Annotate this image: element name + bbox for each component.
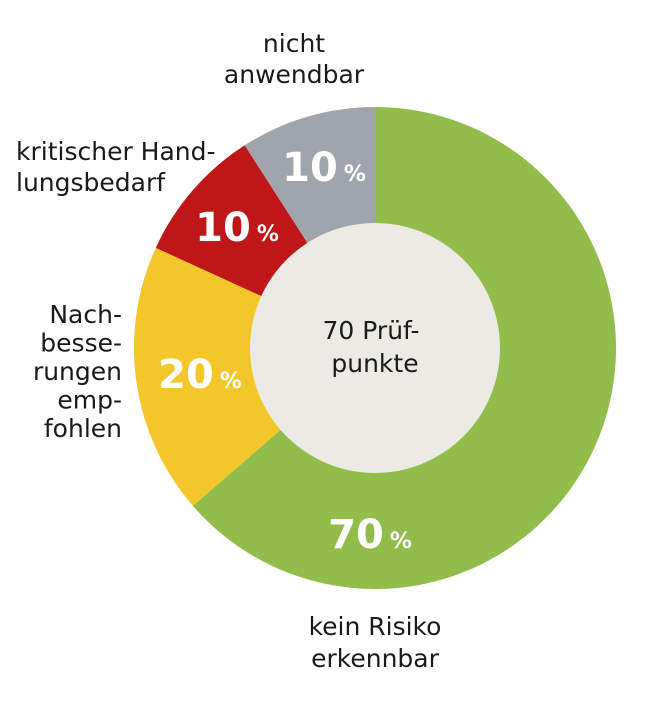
category-label-line: emp- xyxy=(57,386,122,415)
center-label-line: punkte xyxy=(331,349,418,378)
category-label-line: besse- xyxy=(40,329,122,358)
center-label: 70 Prüf- punkte xyxy=(323,316,428,378)
percent-label: 10% xyxy=(195,205,279,251)
percent-label: 70% xyxy=(328,512,412,558)
category-label: kritischer Hand-lungsbedarf xyxy=(16,137,216,197)
percent-value: 10 xyxy=(195,205,251,251)
percent-value: 70 xyxy=(328,512,384,558)
category-label: Nach-besse-rungen emp-fohlen xyxy=(33,300,122,443)
category-label-line: Nach- xyxy=(49,300,122,329)
category-label-line: kritischer Hand- xyxy=(16,137,216,166)
center-circle xyxy=(250,223,500,473)
percent-label: 20% xyxy=(158,352,242,398)
percent-value: 10 xyxy=(282,145,338,191)
category-label: kein Risiko erkennbar xyxy=(309,612,442,673)
percent-labels: 70 %20 %10 %10% xyxy=(158,145,412,558)
percent-sign: % xyxy=(257,222,279,247)
category-label-line: anwendbar xyxy=(224,60,365,89)
percent-value: 20 xyxy=(158,352,214,398)
percent-sign: % xyxy=(220,369,242,394)
category-labels: kein Risiko erkennbar Nach-besse-rungen emp… xyxy=(16,29,441,673)
category-label-line: fohlen xyxy=(44,414,122,443)
category-label-line: erkennbar xyxy=(311,644,440,673)
percent-label: 10% xyxy=(282,145,366,191)
category-label-line: lungsbedarf xyxy=(16,168,166,197)
category-label-line: rungen xyxy=(33,357,122,386)
category-label-line: nicht xyxy=(263,29,325,58)
category-label-line: kein Risiko xyxy=(309,612,442,641)
percent-sign: % xyxy=(344,162,366,187)
center-label-line: 70 Prüf- xyxy=(323,316,420,345)
category-label: nicht anwendbar xyxy=(224,29,365,89)
percent-sign: % xyxy=(390,529,412,554)
